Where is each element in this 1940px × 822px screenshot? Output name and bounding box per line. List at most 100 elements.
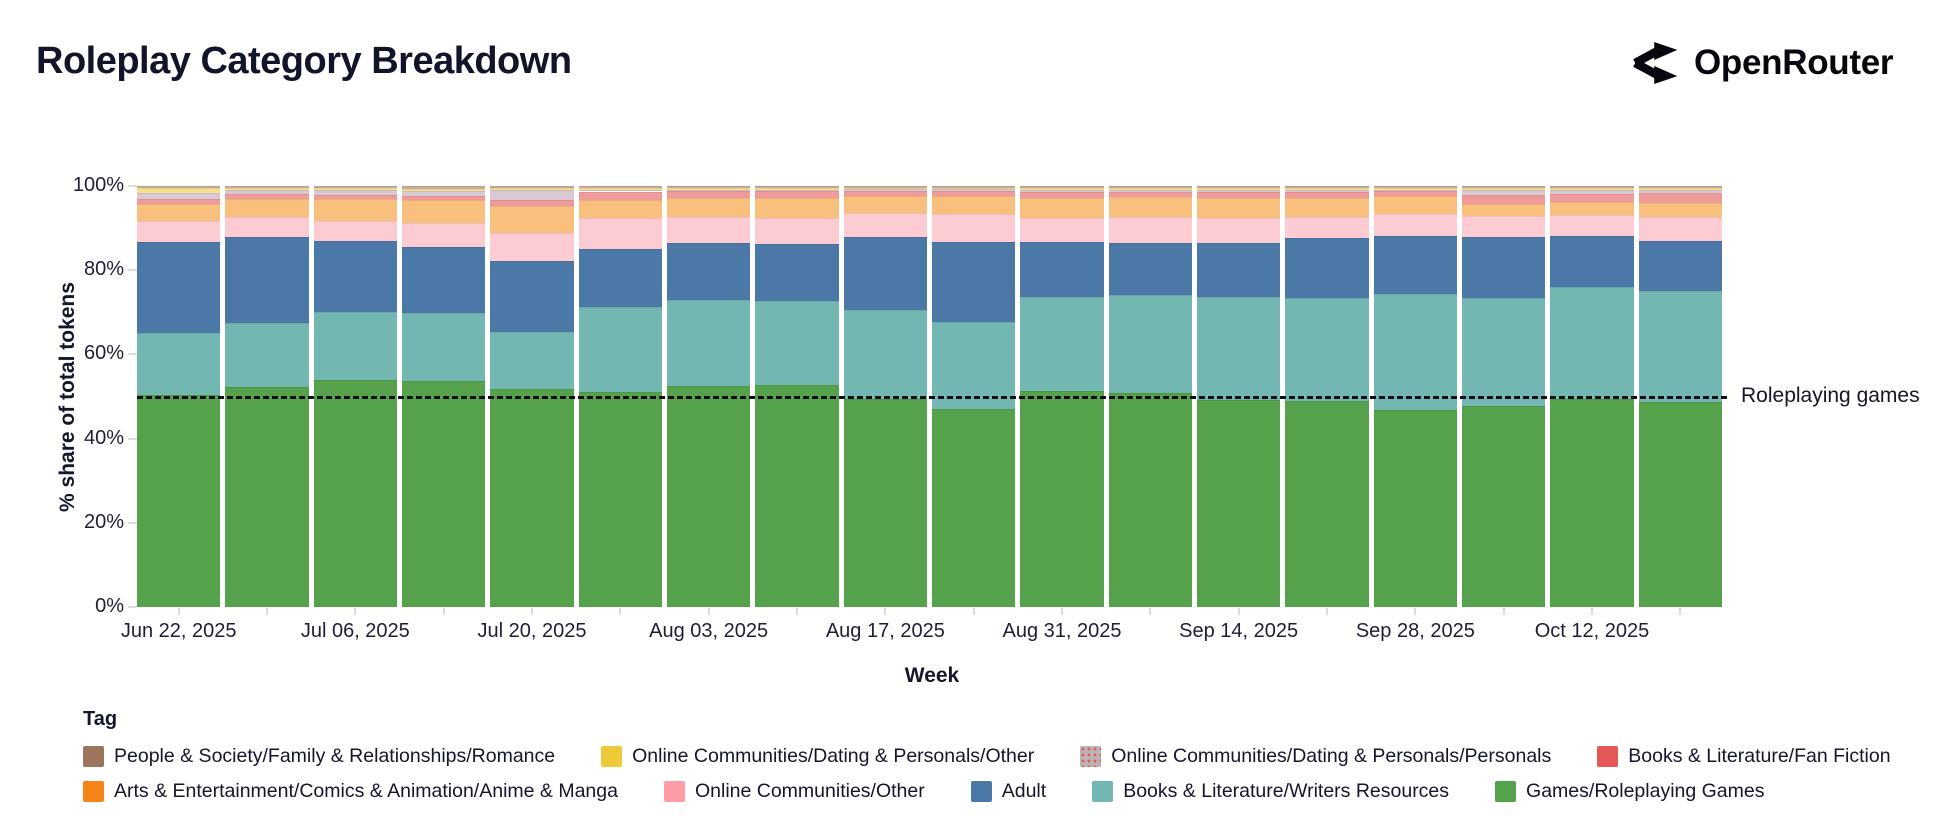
segment-Online Communities/Dating & Personals/Other[interactable] <box>1197 187 1281 190</box>
segment-Books & Literature/Fan Fiction[interactable] <box>1197 192 1281 198</box>
segment-Books & Literature/Fan Fiction[interactable] <box>1285 192 1369 198</box>
segment-Online Communities/Other[interactable] <box>1462 215 1546 237</box>
segment-Online Communities/Other[interactable] <box>1108 217 1192 243</box>
segment-Arts & Entertainment/Comics & Animation/Anime & Manga[interactable] <box>578 199 662 218</box>
segment-Online Communities/Other[interactable] <box>932 214 1016 242</box>
legend-item-Adult[interactable]: Adult <box>970 780 1046 803</box>
segment-People & Society/Family & Relationships/Romance[interactable] <box>402 186 486 189</box>
segment-Online Communities/Dating & Personals/Personals[interactable] <box>1373 189 1457 192</box>
segment-Online Communities/Other[interactable] <box>490 233 574 261</box>
segment-Online Communities/Dating & Personals/Other[interactable] <box>578 187 662 190</box>
segment-Online Communities/Dating & Personals/Personals[interactable] <box>313 190 397 195</box>
segment-Arts & Entertainment/Comics & Animation/Anime & Manga[interactable] <box>225 199 309 218</box>
segment-Books & Literature/Fan Fiction[interactable] <box>313 194 397 200</box>
segment-Games/Roleplaying Games[interactable] <box>1197 399 1281 607</box>
segment-Books & Literature/Writers Resources[interactable] <box>578 306 662 392</box>
segment-People & Society/Family & Relationships/Romance[interactable] <box>1462 186 1546 188</box>
segment-Games/Roleplaying Games[interactable] <box>667 385 751 607</box>
segment-Games/Roleplaying Games[interactable] <box>225 387 309 607</box>
segment-Adult[interactable] <box>1285 238 1369 298</box>
segment-Books & Literature/Fan Fiction[interactable] <box>1020 191 1104 198</box>
segment-Arts & Entertainment/Comics & Animation/Anime & Manga[interactable] <box>490 206 574 234</box>
legend-item-Arts & Entertainment/Comics & Animation/Anime & Manga[interactable]: Arts & Entertainment/Comics & Animation/… <box>83 780 618 803</box>
bar-Oct 12, 2025[interactable] <box>1550 186 1634 607</box>
bar-Jul 20, 2025[interactable] <box>490 186 574 607</box>
segment-Online Communities/Other[interactable] <box>1285 217 1369 239</box>
segment-People & Society/Family & Relationships/Romance[interactable] <box>1550 186 1634 188</box>
segment-Adult[interactable] <box>843 236 927 311</box>
legend-item-Books & Literature/Writers Resources[interactable]: Books & Literature/Writers Resources <box>1092 780 1449 803</box>
segment-Adult[interactable] <box>225 236 309 323</box>
segment-Online Communities/Dating & Personals/Other[interactable] <box>1373 188 1457 190</box>
segment-Adult[interactable] <box>1638 241 1722 291</box>
segment-Arts & Entertainment/Comics & Animation/Anime & Manga[interactable] <box>755 197 839 218</box>
segment-Books & Literature/Fan Fiction[interactable] <box>137 199 221 205</box>
segment-Adult[interactable] <box>1373 236 1457 295</box>
segment-Arts & Entertainment/Comics & Animation/Anime & Manga[interactable] <box>1020 197 1104 218</box>
segment-Online Communities/Dating & Personals/Personals[interactable] <box>137 193 221 200</box>
segment-Online Communities/Other[interactable] <box>225 217 309 237</box>
segment-Online Communities/Dating & Personals/Personals[interactable] <box>490 190 574 200</box>
legend-item-Online Communities/Dating & Personals/Other[interactable]: Online Communities/Dating & Personals/Ot… <box>601 745 1034 768</box>
bar-Aug 31, 2025[interactable] <box>1020 186 1104 607</box>
segment-Online Communities/Dating & Personals/Other[interactable] <box>667 187 751 190</box>
segment-Books & Literature/Writers Resources[interactable] <box>1197 297 1281 400</box>
segment-Books & Literature/Fan Fiction[interactable] <box>402 195 486 200</box>
segment-People & Society/Family & Relationships/Romance[interactable] <box>578 186 662 188</box>
segment-People & Society/Family & Relationships/Romance[interactable] <box>137 186 221 189</box>
segment-Online Communities/Dating & Personals/Personals[interactable] <box>1638 190 1722 194</box>
segment-Adult[interactable] <box>313 240 397 312</box>
legend-item-Books & Literature/Fan Fiction[interactable]: Books & Literature/Fan Fiction <box>1597 745 1891 768</box>
segment-Adult[interactable] <box>932 242 1016 322</box>
segment-Online Communities/Dating & Personals/Personals[interactable] <box>932 189 1016 192</box>
segment-Online Communities/Dating & Personals/Personals[interactable] <box>1108 189 1192 192</box>
segment-Adult[interactable] <box>755 244 839 301</box>
segment-Online Communities/Other[interactable] <box>843 212 927 237</box>
segment-Adult[interactable] <box>1020 242 1104 298</box>
segment-Online Communities/Dating & Personals/Other[interactable] <box>490 187 574 191</box>
segment-People & Society/Family & Relationships/Romance[interactable] <box>1020 186 1104 189</box>
segment-Online Communities/Other[interactable] <box>402 223 486 248</box>
segment-Books & Literature/Writers Resources[interactable] <box>1108 295 1192 394</box>
segment-Games/Roleplaying Games[interactable] <box>137 394 221 607</box>
segment-Books & Literature/Writers Resources[interactable] <box>1285 298 1369 402</box>
segment-Arts & Entertainment/Comics & Animation/Anime & Manga[interactable] <box>1462 204 1546 216</box>
bar-Aug 10, 2025[interactable] <box>755 186 839 607</box>
segment-Online Communities/Dating & Personals/Personals[interactable] <box>1020 190 1104 192</box>
legend-item-People & Society/Family & Relationships/Romance[interactable]: People & Society/Family & Relationships/… <box>83 745 555 768</box>
segment-Online Communities/Dating & Personals/Other[interactable] <box>1550 187 1634 191</box>
segment-People & Society/Family & Relationships/Romance[interactable] <box>667 186 751 188</box>
segment-People & Society/Family & Relationships/Romance[interactable] <box>843 186 927 188</box>
openrouter-logo[interactable]: OpenRouter <box>1633 40 1894 86</box>
segment-Books & Literature/Writers Resources[interactable] <box>667 300 751 386</box>
segment-Adult[interactable] <box>1197 242 1281 298</box>
bar-Sep 21, 2025[interactable] <box>1285 186 1369 607</box>
segment-Books & Literature/Fan Fiction[interactable] <box>1108 191 1192 197</box>
segment-Games/Roleplaying Games[interactable] <box>578 391 662 607</box>
segment-Online Communities/Other[interactable] <box>137 220 221 242</box>
segment-Online Communities/Other[interactable] <box>1373 214 1457 237</box>
segment-Games/Roleplaying Games[interactable] <box>490 388 574 607</box>
segment-Online Communities/Other[interactable] <box>313 220 397 241</box>
segment-People & Society/Family & Relationships/Romance[interactable] <box>932 186 1016 188</box>
segment-Online Communities/Other[interactable] <box>1638 217 1722 242</box>
bar-Jul 13, 2025[interactable] <box>402 186 486 607</box>
segment-Adult[interactable] <box>667 242 751 301</box>
segment-Arts & Entertainment/Comics & Animation/Anime & Manga[interactable] <box>1285 197 1369 218</box>
bar-Jun 22, 2025[interactable] <box>137 186 221 607</box>
bar-Sep 28, 2025[interactable] <box>1373 186 1457 607</box>
segment-Books & Literature/Fan Fiction[interactable] <box>1462 195 1546 205</box>
segment-Games/Roleplaying Games[interactable] <box>313 380 397 607</box>
segment-Online Communities/Dating & Personals/Other[interactable] <box>225 187 309 191</box>
segment-Games/Roleplaying Games[interactable] <box>1550 399 1634 607</box>
segment-Adult[interactable] <box>1550 236 1634 288</box>
segment-Books & Literature/Writers Resources[interactable] <box>1462 298 1546 407</box>
bar-Aug 24, 2025[interactable] <box>932 186 1016 607</box>
segment-Books & Literature/Writers Resources[interactable] <box>843 310 927 400</box>
segment-Adult[interactable] <box>578 249 662 307</box>
segment-Online Communities/Dating & Personals/Other[interactable] <box>1020 188 1104 191</box>
segment-Books & Literature/Fan Fiction[interactable] <box>1638 193 1722 203</box>
segment-Games/Roleplaying Games[interactable] <box>1020 391 1104 607</box>
segment-Books & Literature/Writers Resources[interactable] <box>1020 297 1104 392</box>
segment-Online Communities/Dating & Personals/Personals[interactable] <box>578 189 662 192</box>
